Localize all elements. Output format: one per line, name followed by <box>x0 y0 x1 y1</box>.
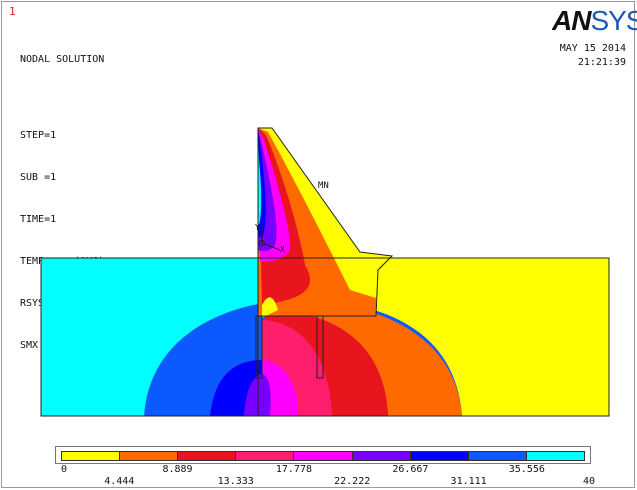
info-time: TIME=1 <box>20 214 57 225</box>
axis-y-label: Y <box>255 223 260 232</box>
contour-region-violet <box>244 374 271 416</box>
info-rsys: RSYS=0 <box>20 298 57 309</box>
contour-region-magenta <box>262 360 299 416</box>
legend-tick-top: 35.556 <box>508 464 545 475</box>
solution-info: NODAL SOLUTION STEP=1 SUB =1 TIME=1 TEMP… <box>20 25 104 381</box>
origin-marker <box>259 240 265 246</box>
legend-tick-bottom: 40 <box>583 476 596 487</box>
axis-x-label: X <box>280 245 285 254</box>
info-step: STEP=1 <box>20 130 57 141</box>
legend-swatch-4 <box>236 452 295 460</box>
left-slot <box>255 315 263 379</box>
legend-swatch-8 <box>468 452 527 460</box>
solution-title: NODAL SOLUTION <box>20 54 105 65</box>
legend-swatch-1 <box>62 452 121 460</box>
legend-frame <box>55 446 591 464</box>
legend-swatch-6 <box>352 452 411 460</box>
legend-tick-bottom: 0 <box>61 464 68 475</box>
legend-swatch-3 <box>178 452 237 460</box>
contour-region-yellow-notch <box>262 297 278 318</box>
legend-tick-top: 26.667 <box>392 464 429 475</box>
legend-tick-bottom: 22.222 <box>334 476 371 487</box>
legend-tick-bottom: 4.444 <box>104 476 135 487</box>
wedge-outline <box>257 127 394 317</box>
legend-tick-top: 17.778 <box>275 464 312 475</box>
timestamp: MAY 15 2014 21:21:39 <box>560 42 626 70</box>
legend-swatch-5 <box>294 452 353 460</box>
legend-swatch-2 <box>120 452 179 460</box>
base-outline <box>40 257 610 417</box>
axis-x-line <box>261 242 281 251</box>
legend-tick-bottom: 13.333 <box>217 476 254 487</box>
legend-swatch-9 <box>526 452 584 460</box>
right-slot <box>316 315 324 379</box>
info-sub: SUB =1 <box>20 172 57 183</box>
legend-tick-bottom: 31.111 <box>450 476 487 487</box>
ansys-logo: ANSYS <box>552 6 637 36</box>
legend-tick-top: 8.889 <box>162 464 193 475</box>
window-number: 1 <box>9 5 16 18</box>
legend-swatch-7 <box>410 452 469 460</box>
legend-color-bar <box>61 451 585 461</box>
date-label: MAY 15 2014 <box>559 43 626 54</box>
min-marker-label: MN <box>318 181 329 191</box>
time-label: 21:21:39 <box>577 57 626 68</box>
contour-region-cyan-wedge <box>258 128 262 225</box>
